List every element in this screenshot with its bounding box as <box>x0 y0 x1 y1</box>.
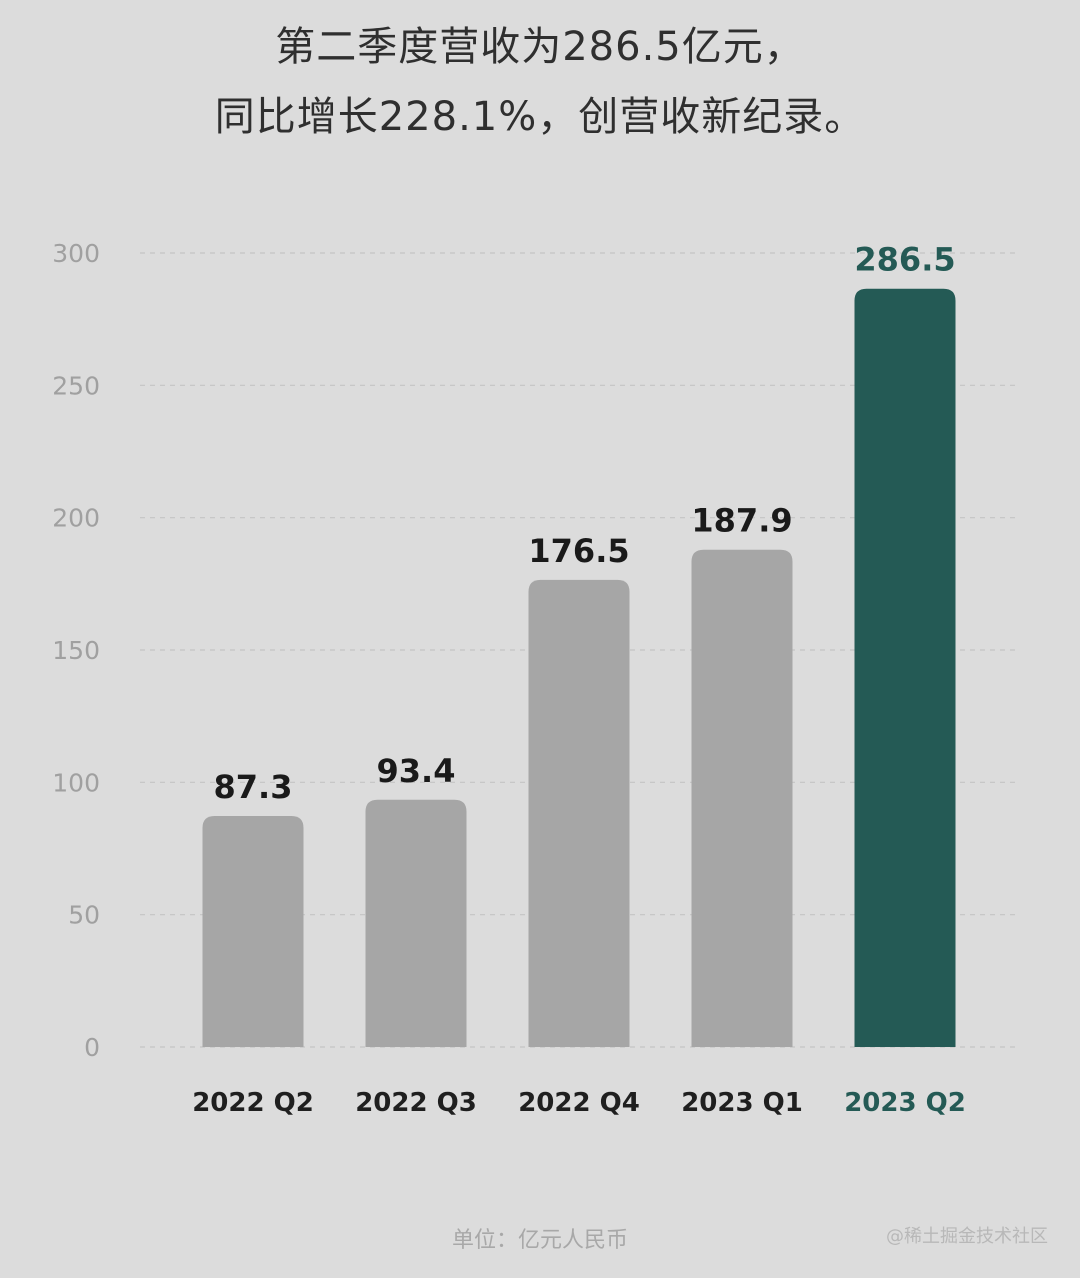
value-label-2022-q2: 87.3 <box>214 768 293 806</box>
y-tick-label-200: 200 <box>52 504 100 533</box>
y-tick-label-250: 250 <box>52 371 100 400</box>
y-tick-label-0: 0 <box>84 1033 100 1062</box>
unit-label: 单位：亿元人民币 <box>451 1228 628 1253</box>
bar-2023-q1 <box>691 549 793 1047</box>
value-label-2022-q3: 93.4 <box>377 752 456 790</box>
x-tick-label-2023-q2: 2023 Q2 <box>844 1088 966 1118</box>
x-tick-label-2023-q1: 2023 Q1 <box>681 1088 803 1118</box>
watermark: @稀土掘金技术社区 <box>886 1226 1048 1247</box>
bar-2022-q3 <box>365 799 467 1047</box>
y-tick-label-300: 300 <box>52 239 100 268</box>
bar-2022-q4 <box>528 579 630 1047</box>
chart-title-line-2: 同比增长228.1%，创营收新纪录。 <box>214 94 866 140</box>
y-tick-label-50: 50 <box>68 901 100 930</box>
x-tick-label-2022-q2: 2022 Q2 <box>192 1088 314 1118</box>
y-tick-label-150: 150 <box>52 636 100 665</box>
x-tick-label-2022-q4: 2022 Q4 <box>518 1088 640 1118</box>
x-tick-label-2022-q3: 2022 Q3 <box>355 1088 477 1118</box>
value-label-2022-q4: 176.5 <box>528 532 629 570</box>
bar-2023-q2 <box>854 288 956 1048</box>
bar-2022-q2 <box>202 815 304 1047</box>
value-label-2023-q1: 187.9 <box>691 502 792 540</box>
chart-title-line-1: 第二季度营收为286.5亿元， <box>275 24 805 70</box>
value-label-2023-q2: 286.5 <box>854 241 955 279</box>
y-tick-label-100: 100 <box>52 768 100 797</box>
